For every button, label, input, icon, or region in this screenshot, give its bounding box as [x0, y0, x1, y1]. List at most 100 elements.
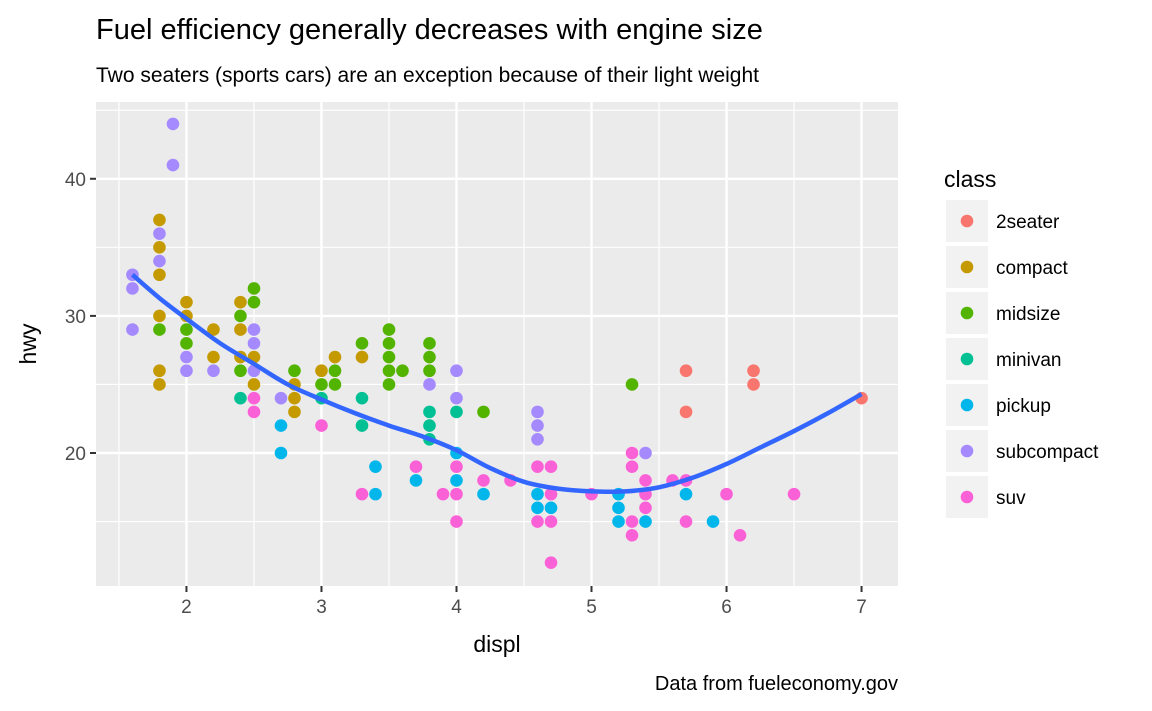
point-compact	[234, 295, 247, 309]
point-compact	[207, 350, 220, 364]
point-pickup	[274, 446, 288, 460]
legend-item-2seater: 2seater	[946, 200, 1060, 242]
point-midsize	[153, 323, 166, 336]
y-tick-label: 20	[65, 444, 86, 465]
point-suv	[247, 405, 261, 419]
y-tick-label: 30	[65, 307, 86, 328]
legend-item-minivan: minivan	[946, 338, 1061, 380]
legend-swatch	[960, 398, 974, 412]
point-midsize	[247, 282, 261, 295]
point-midsize	[180, 337, 193, 350]
point-pickup	[544, 501, 558, 515]
point-subcompact	[247, 323, 261, 336]
point-subcompact	[126, 282, 139, 295]
point-subcompact	[166, 117, 180, 131]
legend-label: subcompact	[996, 442, 1099, 463]
point-midsize	[625, 378, 639, 391]
x-tick-label: 6	[721, 597, 732, 618]
x-tick-label: 5	[586, 597, 597, 618]
point-midsize	[234, 309, 247, 323]
x-tick-label: 7	[856, 597, 867, 618]
point-subcompact	[274, 391, 288, 405]
point-2seater	[679, 364, 693, 378]
point-suv	[625, 460, 639, 474]
point-subcompact	[153, 254, 166, 268]
point-minivan	[355, 391, 369, 405]
point-suv	[787, 487, 801, 501]
point-midsize	[423, 337, 436, 350]
point-suv	[436, 487, 450, 501]
point-midsize	[396, 364, 409, 378]
legend-item-subcompact: subcompact	[946, 430, 1099, 472]
point-suv	[733, 528, 747, 542]
point-compact	[153, 309, 166, 323]
x-axis: 2 3 4 5 6 7	[181, 586, 867, 618]
point-midsize	[423, 364, 436, 378]
y-tick-label: 40	[65, 170, 86, 191]
point-midsize	[315, 378, 328, 391]
point-midsize	[234, 364, 247, 378]
x-tick-label: 3	[316, 597, 327, 618]
point-suv	[450, 460, 463, 474]
point-suv	[544, 487, 558, 501]
point-minivan	[423, 405, 436, 419]
legend-label: minivan	[996, 350, 1061, 371]
point-compact	[153, 213, 166, 227]
point-suv	[625, 515, 639, 528]
point-midsize	[382, 337, 396, 350]
chart-caption: Data from fueleconomy.gov	[655, 673, 898, 695]
point-compact	[180, 295, 193, 309]
point-minivan	[450, 405, 463, 419]
point-midsize	[355, 337, 369, 350]
point-subcompact	[180, 350, 193, 364]
point-suv	[531, 515, 544, 528]
point-compact	[355, 350, 369, 364]
point-suv	[409, 460, 423, 474]
point-pickup	[639, 515, 652, 528]
point-pickup	[706, 515, 720, 528]
point-compact	[328, 350, 342, 364]
point-compact	[234, 323, 247, 336]
legend-label: 2seater	[996, 212, 1060, 233]
point-suv	[247, 391, 261, 405]
point-subcompact	[126, 323, 139, 336]
y-axis-title: hwy	[15, 323, 41, 364]
plot-panel	[96, 102, 898, 586]
point-midsize	[382, 378, 396, 391]
point-suv	[531, 460, 544, 474]
point-pickup	[369, 460, 382, 474]
x-tick-label: 2	[181, 597, 192, 618]
point-midsize	[328, 378, 342, 391]
point-compact	[247, 378, 261, 391]
point-suv	[544, 460, 558, 474]
legend-label: compact	[996, 258, 1069, 279]
point-subcompact	[531, 432, 544, 446]
legend: 2seater compact midsize minivan pickup subcom…	[946, 200, 1099, 518]
point-compact	[315, 364, 328, 378]
point-subcompact	[207, 364, 220, 378]
point-2seater	[747, 378, 760, 391]
legend-swatch	[960, 490, 974, 504]
point-suv	[720, 487, 733, 501]
point-midsize	[247, 295, 261, 309]
point-suv	[679, 515, 693, 528]
legend-swatch	[960, 306, 974, 320]
point-suv	[625, 528, 639, 542]
point-subcompact	[639, 446, 652, 460]
point-compact	[288, 405, 301, 419]
legend-title: class	[944, 166, 996, 192]
point-2seater	[679, 405, 693, 419]
point-midsize	[180, 323, 193, 336]
point-compact	[153, 268, 166, 282]
point-pickup	[679, 487, 693, 501]
point-suv	[450, 515, 463, 528]
y-axis: 20 30 40	[65, 170, 96, 465]
point-midsize	[382, 364, 396, 378]
point-suv	[639, 474, 652, 487]
point-pickup	[612, 501, 625, 515]
legend-swatch	[960, 444, 974, 458]
point-subcompact	[166, 158, 180, 172]
major-gridlines	[96, 102, 898, 586]
point-pickup	[531, 501, 544, 515]
